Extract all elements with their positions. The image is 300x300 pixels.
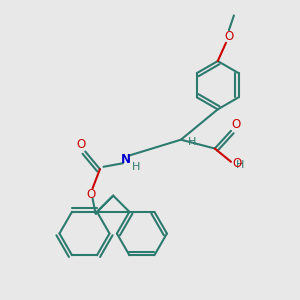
Text: H: H bbox=[188, 137, 196, 147]
Text: O: O bbox=[76, 139, 86, 152]
Text: N: N bbox=[121, 153, 131, 166]
Text: H: H bbox=[132, 162, 140, 172]
Text: O: O bbox=[86, 188, 96, 201]
Text: H: H bbox=[236, 160, 244, 170]
Text: O: O bbox=[233, 157, 242, 170]
Text: O: O bbox=[224, 30, 233, 43]
Text: O: O bbox=[232, 118, 241, 131]
